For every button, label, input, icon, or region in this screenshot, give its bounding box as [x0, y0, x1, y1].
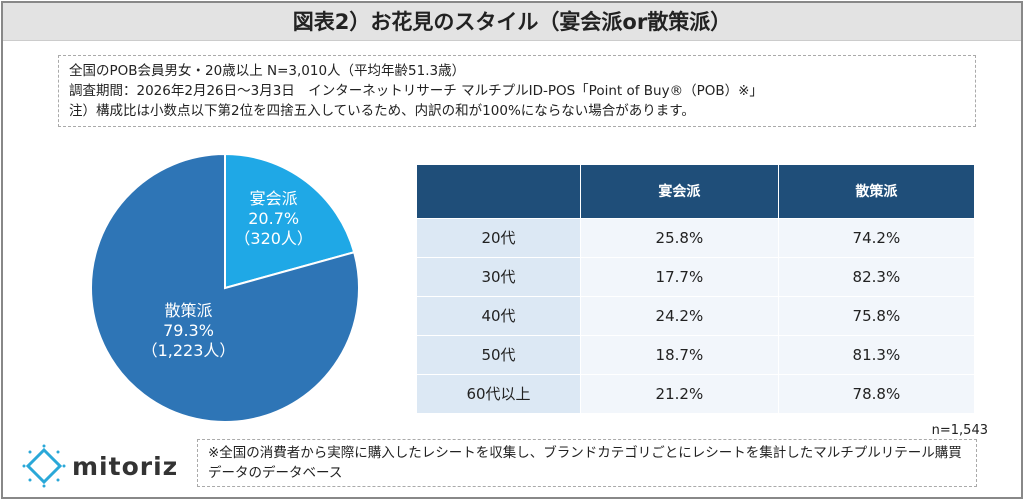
footnote: ※全国の消費者から実際に購入したレシートを収集し、ブランドカテゴリごとにレシート…: [197, 439, 977, 487]
survey-notes: 全国のPOB会員男女・20歳以上 N=3,010人（平均年齢51.3歳） 調査期…: [58, 55, 976, 127]
cell-value: 75.8%: [777, 295, 974, 335]
note-line: 調査期間：2026年2月26日～3月3日 インターネットリサーチ マルチプルID…: [69, 83, 763, 99]
table-row: 20代 25.8% 74.2%: [416, 217, 974, 257]
table-row: 50代 18.7% 81.3%: [416, 334, 974, 374]
row-label: 20代: [416, 217, 581, 257]
pie-percent: 79.3%: [163, 321, 214, 340]
row-label: 30代: [416, 256, 581, 296]
table-row: 40代 24.2% 75.8%: [416, 295, 974, 335]
row-label: 50代: [416, 334, 581, 374]
pie-slice: [224, 152, 356, 290]
pie-count: （320人）: [234, 229, 313, 248]
col-header: 散策派: [777, 165, 974, 218]
pie-label: 宴会派: [250, 189, 298, 208]
pie-label: 散策派: [164, 301, 212, 320]
note-line: 全国のPOB会員男女・20歳以上 N=3,010人（平均年齢51.3歳）: [69, 63, 466, 79]
sample-size: n=1,543: [931, 423, 988, 438]
cell-value: 74.2%: [777, 217, 974, 257]
row-label: 40代: [416, 295, 581, 335]
cell-value: 82.3%: [777, 256, 974, 296]
pie-count: （1,223人）: [142, 341, 236, 360]
pie-slice: [90, 152, 360, 423]
table-row: 60代以上 21.2% 78.8%: [416, 373, 974, 413]
logo-text: mitoriz: [72, 451, 179, 481]
pie-percent: 20.7%: [248, 209, 299, 228]
cell-value: 21.2%: [580, 373, 779, 413]
note-line: 注）構成比は小数点以下第2位を四捨五入しているため、内訳の和が100%にならない…: [69, 103, 695, 119]
cell-value: 18.7%: [580, 334, 779, 374]
cell-value: 81.3%: [777, 334, 974, 374]
cell-value: 17.7%: [580, 256, 779, 296]
col-header: [416, 165, 581, 218]
cell-value: 25.8%: [580, 217, 779, 257]
row-label: 60代以上: [416, 373, 581, 413]
cell-value: 24.2%: [580, 295, 779, 335]
table-row: 30代 17.7% 82.3%: [416, 256, 974, 296]
mitoriz-logo: mitoriz: [22, 444, 178, 488]
cell-value: 78.8%: [777, 373, 974, 413]
page-title: 図表2）お花見のスタイル（宴会派or散策派）: [3, 3, 1021, 41]
logo-icon: [22, 444, 66, 488]
col-header: 宴会派: [580, 165, 779, 218]
age-table: 宴会派 散策派 20代 25.8% 74.2% 30代 17.7% 82.3% 40代 24.2…: [416, 165, 974, 413]
